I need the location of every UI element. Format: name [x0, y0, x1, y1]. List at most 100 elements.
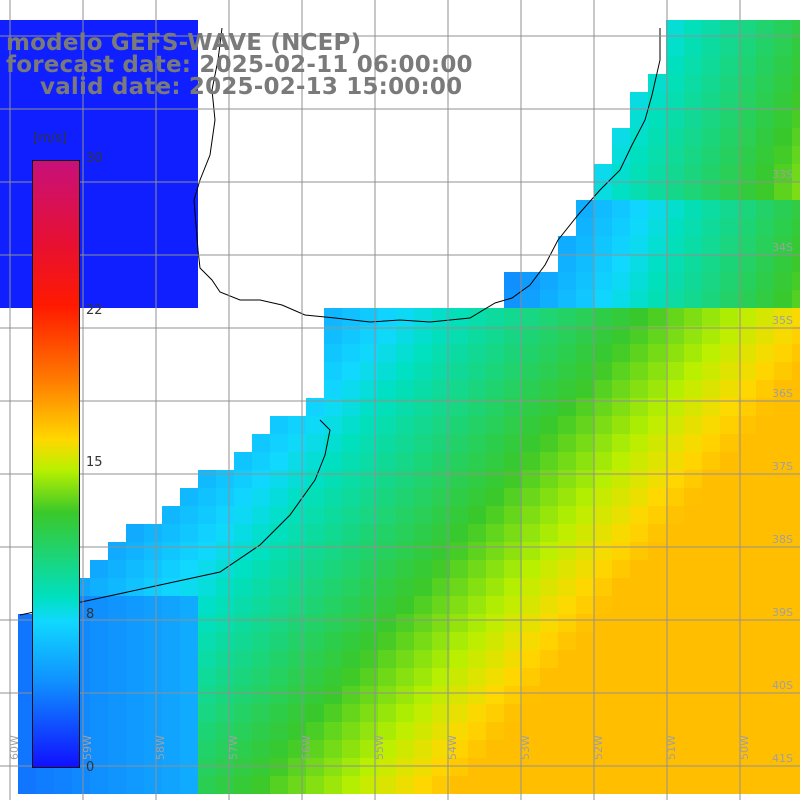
wind-cell: [792, 632, 800, 650]
wind-cell: [666, 308, 684, 326]
wind-cell: [594, 704, 612, 722]
wind-cell: [774, 704, 792, 722]
wind-cell: [396, 650, 414, 668]
wind-cell: [0, 290, 18, 308]
wind-cell: [666, 722, 684, 740]
wind-cell: [0, 128, 18, 146]
wind-cell: [540, 686, 558, 704]
wind-cell: [666, 20, 684, 38]
wind-cell: [738, 326, 756, 344]
wind-cell: [576, 776, 594, 794]
wind-cell: [684, 308, 702, 326]
wind-cell: [738, 452, 756, 470]
wind-cell: [306, 668, 324, 686]
wind-cell: [36, 74, 54, 92]
wind-cell: [270, 740, 288, 758]
wind-cell: [684, 74, 702, 92]
wind-cell: [684, 20, 702, 38]
wind-cell: [738, 488, 756, 506]
wind-cell: [252, 740, 270, 758]
wind-cell: [486, 470, 504, 488]
wind-cell: [630, 254, 648, 272]
wind-cell: [306, 758, 324, 776]
wind-cell: [792, 758, 800, 776]
wind-cell: [666, 182, 684, 200]
wind-cell: [486, 488, 504, 506]
wind-cell: [540, 452, 558, 470]
wind-cell: [90, 686, 108, 704]
wind-cell: [666, 434, 684, 452]
wind-cell: [216, 596, 234, 614]
wind-cell: [378, 704, 396, 722]
wind-cell: [414, 722, 432, 740]
wind-cell: [792, 200, 800, 218]
wind-cell: [324, 452, 342, 470]
wind-cell: [180, 596, 198, 614]
wind-cell: [540, 416, 558, 434]
wind-cell: [648, 560, 666, 578]
wind-cell: [648, 434, 666, 452]
wind-cell: [756, 668, 774, 686]
wind-cell: [342, 578, 360, 596]
wind-cell: [270, 470, 288, 488]
wind-cell: [702, 218, 720, 236]
colorbar-tick: 0: [86, 760, 95, 775]
wind-cell: [306, 416, 324, 434]
wind-cell: [612, 560, 630, 578]
wind-cell: [144, 524, 162, 542]
wind-cell: [774, 524, 792, 542]
wind-cell: [684, 362, 702, 380]
wind-cell: [342, 380, 360, 398]
model-title: modelo GEFS-WAVE (NCEP): [6, 30, 362, 56]
wind-cell: [432, 578, 450, 596]
wind-cell: [504, 542, 522, 560]
wind-cell: [126, 20, 144, 38]
wind-cell: [198, 506, 216, 524]
wind-cell: [684, 434, 702, 452]
wind-cell: [792, 254, 800, 272]
wind-cell: [360, 740, 378, 758]
wind-cell: [774, 596, 792, 614]
wind-cell: [756, 182, 774, 200]
wind-cell: [522, 776, 540, 794]
wind-cell: [774, 398, 792, 416]
wind-cell: [756, 326, 774, 344]
wind-cell: [774, 668, 792, 686]
wind-cell: [180, 758, 198, 776]
wind-cell: [648, 272, 666, 290]
wind-cell: [90, 290, 108, 308]
wind-cell: [756, 164, 774, 182]
wind-cell: [180, 668, 198, 686]
wind-cell: [324, 650, 342, 668]
wind-cell: [18, 686, 36, 704]
wind-cell: [144, 128, 162, 146]
wind-cell: [684, 632, 702, 650]
wind-cell: [450, 326, 468, 344]
wind-cell: [36, 776, 54, 794]
wind-cell: [180, 560, 198, 578]
wind-cell: [576, 686, 594, 704]
wind-cell: [270, 704, 288, 722]
wind-cell: [774, 200, 792, 218]
wind-cell: [720, 20, 738, 38]
wind-cell: [792, 776, 800, 794]
wind-cell: [162, 686, 180, 704]
wind-cell: [540, 740, 558, 758]
wind-cell: [702, 560, 720, 578]
wind-cell: [576, 218, 594, 236]
wind-cell: [486, 416, 504, 434]
wind-cell: [756, 200, 774, 218]
wind-cell: [324, 524, 342, 542]
wind-cell: [666, 380, 684, 398]
wind-cell: [720, 650, 738, 668]
wind-cell: [108, 740, 126, 758]
wind-cell: [630, 632, 648, 650]
wind-cell: [630, 236, 648, 254]
wind-cell: [126, 722, 144, 740]
wind-cell: [450, 524, 468, 542]
wind-cell: [630, 596, 648, 614]
wind-cell: [216, 470, 234, 488]
wind-cell: [666, 200, 684, 218]
wind-cell: [216, 776, 234, 794]
wind-cell: [558, 380, 576, 398]
